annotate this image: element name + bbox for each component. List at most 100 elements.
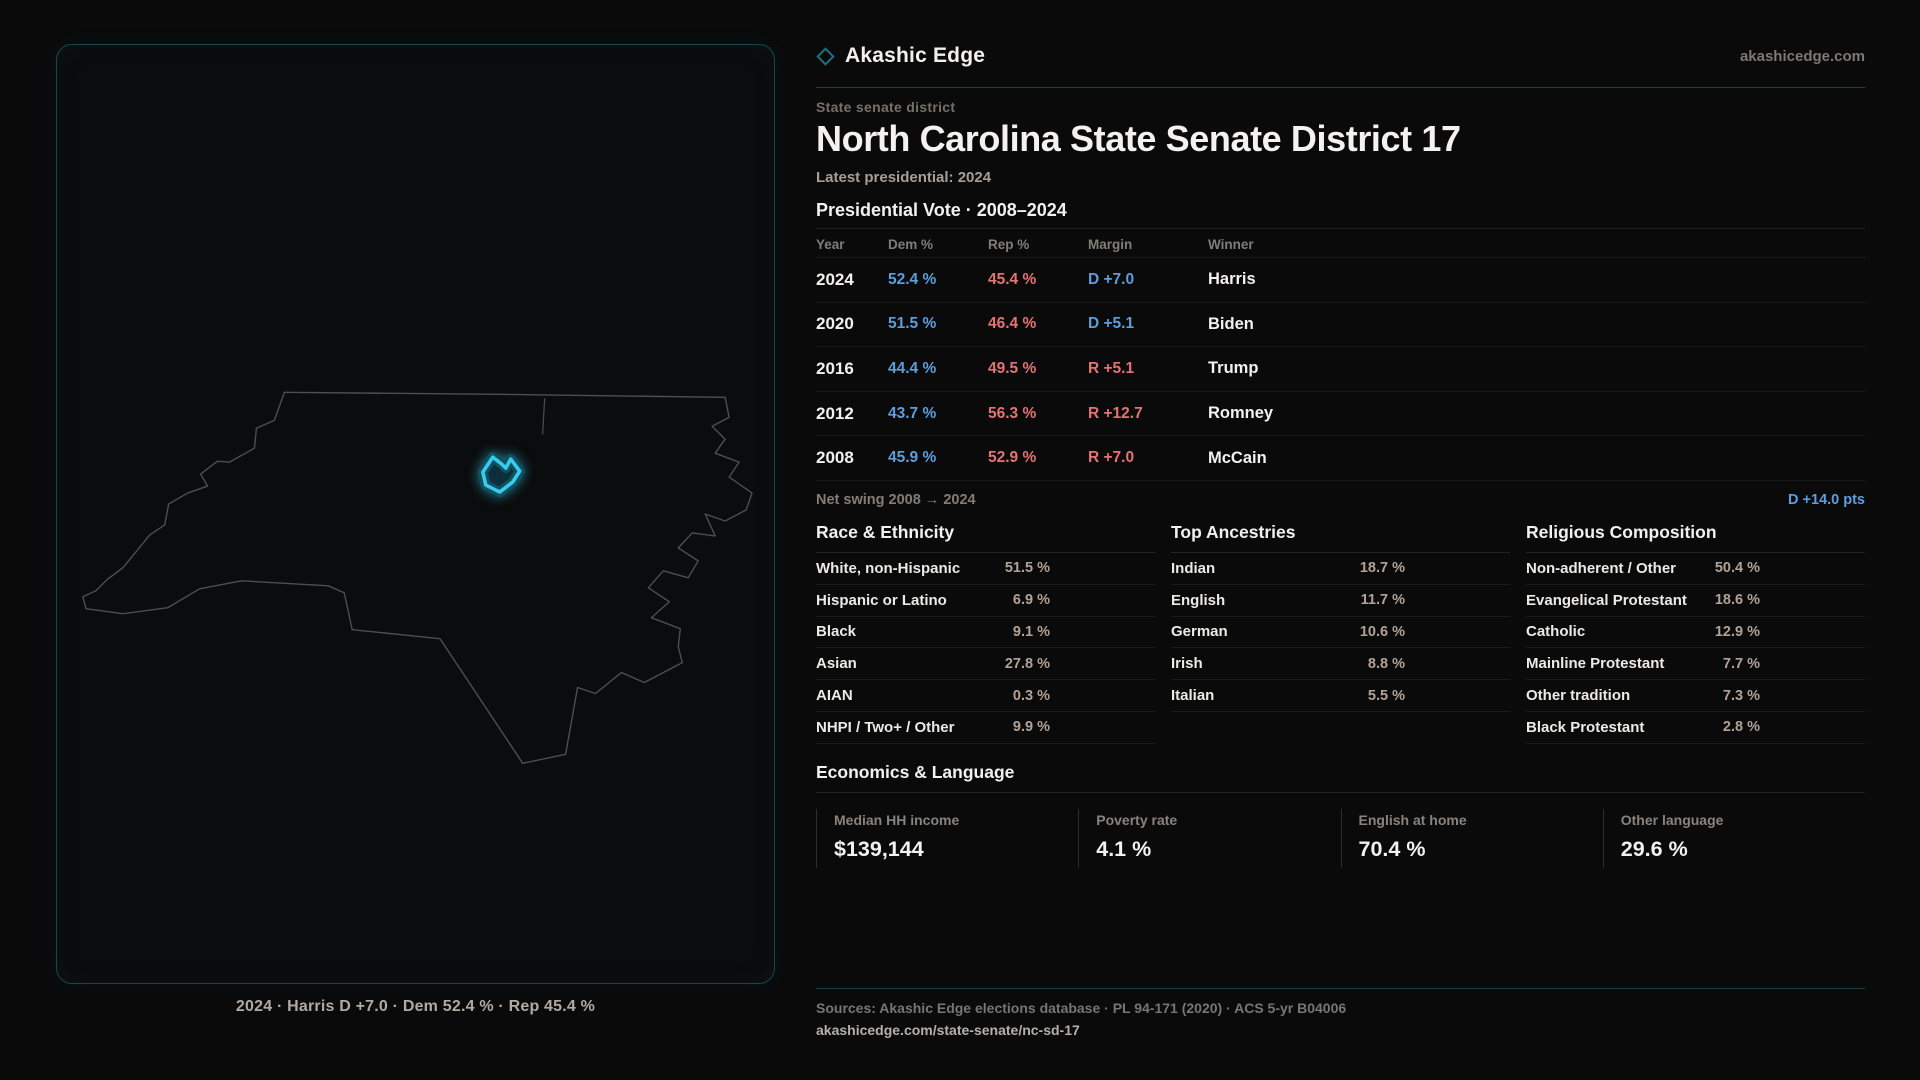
demo-label: English [1171, 591, 1226, 609]
list-item: Hispanic or Latino 6.9 % [816, 585, 1155, 617]
sources-line: Sources: Akashic Edge elections database… [816, 1000, 1347, 1016]
latest-presidential-label: Latest presidential: 2024 [816, 169, 992, 186]
table-row: 2008 45.9 % 52.9 % R +7.0 McCain [816, 436, 1865, 481]
demo-label: Black [816, 623, 857, 641]
margin-cell: D +5.1 [1088, 315, 1135, 333]
demo-label: Other tradition [1526, 687, 1631, 705]
demo-label: NHPI / Two+ / Other [816, 718, 955, 736]
demo-value: 6.9 % [1012, 592, 1050, 609]
list-item: NHPI / Two+ / Other 9.9 % [816, 712, 1155, 744]
demo-value: 18.6 % [1714, 592, 1760, 609]
demo-value: 7.7 % [1722, 655, 1760, 672]
demo-label: White, non-Hispanic [816, 559, 961, 577]
list-item: Asian 27.8 % [816, 648, 1155, 681]
brand-domain-link[interactable]: akashicedge.com [1739, 47, 1865, 65]
presidential-vote-table: Year Dem % Rep % Margin Winner 2024 52.4… [816, 232, 1865, 481]
dem-cell: 52.4 % [888, 270, 937, 288]
rep-cell: 49.5 % [988, 359, 1037, 377]
table-row: 2024 52.4 % 45.4 % D +7.0 Harris [816, 258, 1865, 303]
stat-value: 29.6 % [1620, 837, 1688, 861]
dem-cell: 51.5 % [888, 315, 937, 333]
rep-cell: 56.3 % [988, 404, 1037, 422]
year-cell: 2020 [816, 314, 854, 334]
ancestries-column: Top Ancestries Indian 18.7 % English 11.… [1171, 522, 1510, 744]
economics-heading: Economics & Language [816, 762, 1865, 793]
col-year: Year [816, 237, 845, 252]
winner-cell: Romney [1208, 404, 1274, 423]
col-rep: Rep % [988, 237, 1030, 252]
race-ethnicity-column: Race & Ethnicity White, non-Hispanic 51.… [816, 522, 1155, 744]
stat-value: 70.4 % [1358, 837, 1426, 861]
list-item: Black Protestant 2.8 % [1526, 712, 1865, 744]
list-item: Evangelical Protestant 18.6 % [1526, 585, 1865, 617]
permalink-url[interactable]: akashicedge.com/state-senate/nc-sd-17 [816, 1022, 1080, 1038]
stat-label: Poverty rate [1096, 812, 1178, 828]
demo-value: 12.9 % [1714, 623, 1760, 640]
demo-label: Mainline Protestant [1526, 655, 1665, 673]
table-row: 2016 44.4 % 49.5 % R +5.1 Trump [816, 347, 1865, 392]
margin-cell: R +12.7 [1088, 404, 1143, 422]
vote-table-heading: Presidential Vote · 2008–2024 [816, 200, 1067, 220]
section-heading: Race & Ethnicity [816, 522, 1155, 553]
demo-value: 2.8 % [1722, 719, 1760, 736]
list-item: White, non-Hispanic 51.5 % [816, 553, 1155, 585]
rep-cell: 46.4 % [988, 315, 1037, 333]
religion-column: Religious Composition Non-adherent / Oth… [1526, 522, 1865, 744]
dem-cell: 44.4 % [888, 359, 937, 377]
list-item: Other tradition 7.3 % [1526, 680, 1865, 712]
section-heading: Top Ancestries [1171, 522, 1510, 553]
diamond-icon [816, 46, 835, 66]
list-item: Non-adherent / Other 50.4 % [1526, 553, 1865, 585]
stat-median-income: Median HH income $139,144 [816, 809, 1078, 868]
demo-label: Hispanic or Latino [816, 591, 947, 609]
demo-value: 27.8 % [1004, 655, 1050, 672]
list-item: English 11.7 % [1171, 585, 1510, 617]
demo-value: 51.5 % [1004, 560, 1050, 577]
demo-value: 50.4 % [1714, 560, 1760, 577]
page-title: North Carolina State Senate District 17 [816, 118, 1461, 159]
demo-label: Asian [816, 655, 857, 673]
list-item: Mainline Protestant 7.7 % [1526, 648, 1865, 681]
demo-value: 5.5 % [1367, 687, 1405, 704]
map-caption: 2024 · Harris D +7.0 · Dem 52.4 % · Rep … [235, 998, 596, 1015]
year-cell: 2012 [816, 403, 854, 423]
demo-label: Non-adherent / Other [1526, 559, 1677, 577]
dem-cell: 43.7 % [888, 404, 937, 422]
demo-value: 11.7 % [1360, 592, 1405, 609]
net-swing-row: Net swing 2008 → 2024 D +14.0 pts [816, 492, 1865, 508]
table-row: 2012 43.7 % 56.3 % R +12.7 Romney [816, 392, 1865, 437]
col-winner: Winner [1208, 237, 1254, 252]
stat-english-at-home: English at home 70.4 % [1340, 809, 1603, 868]
list-item: Irish 8.8 % [1171, 648, 1510, 681]
stat-label: Other language [1620, 812, 1724, 828]
col-dem: Dem % [888, 237, 934, 252]
margin-cell: R +5.1 [1088, 359, 1135, 377]
demo-value: 9.1 % [1012, 623, 1050, 640]
year-cell: 2008 [816, 448, 854, 468]
state-map [82, 391, 753, 765]
stat-label: English at home [1358, 812, 1467, 828]
header: Akashic Edge akashicedge.com [816, 44, 1865, 68]
brand-name: Akashic Edge [845, 44, 986, 67]
header-divider [816, 87, 1865, 88]
demographics-section: Race & Ethnicity White, non-Hispanic 51.… [816, 522, 1865, 744]
district-highlight [477, 452, 525, 498]
demo-value: 8.8 % [1367, 655, 1405, 672]
demo-label: German [1171, 623, 1228, 641]
district-map-panel [56, 44, 775, 984]
footer: Sources: Akashic Edge elections database… [816, 988, 1865, 1038]
list-item: Indian 18.7 % [1171, 553, 1510, 585]
table-row: 2020 51.5 % 46.4 % D +5.1 Biden [816, 303, 1865, 348]
rep-cell: 52.9 % [988, 449, 1037, 467]
economics-section: Economics & Language Median HH income $1… [816, 762, 1865, 868]
dem-cell: 45.9 % [888, 449, 937, 467]
vote-heading-divider [816, 228, 1865, 229]
list-item: German 10.6 % [1171, 617, 1510, 649]
winner-cell: Harris [1208, 270, 1256, 289]
year-cell: 2016 [816, 358, 854, 378]
margin-cell: R +7.0 [1088, 449, 1135, 467]
demo-value: 18.7 % [1359, 560, 1405, 577]
demo-label: Indian [1171, 559, 1216, 577]
stat-value: $139,144 [834, 837, 924, 861]
winner-cell: Trump [1208, 359, 1259, 378]
